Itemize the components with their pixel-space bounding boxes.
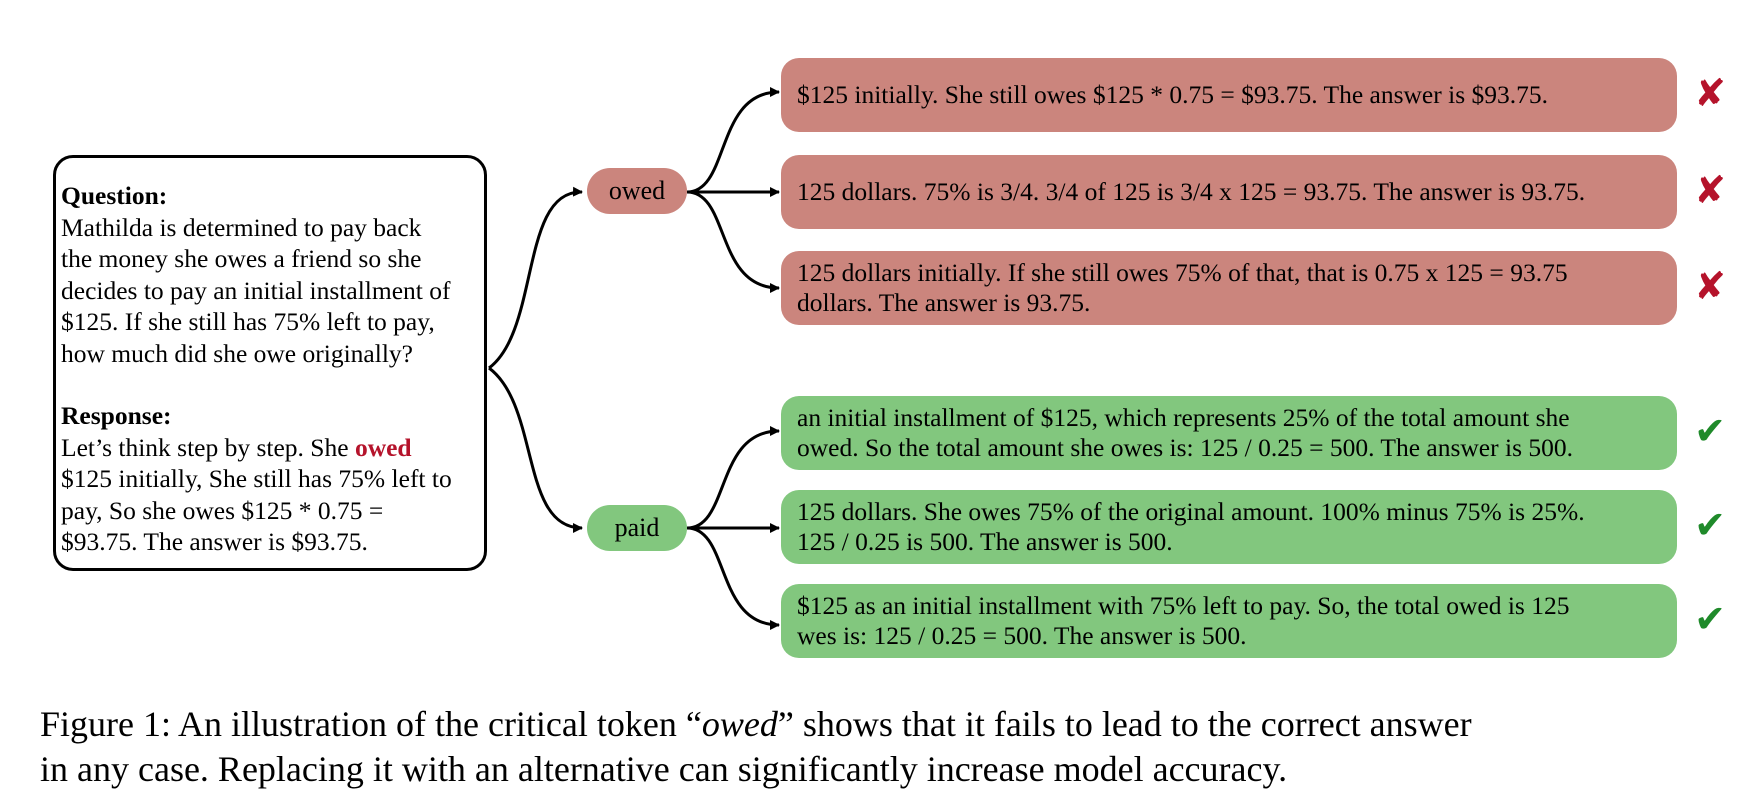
caption-line-2: in any case. Replacing it with an altern… xyxy=(40,749,1288,789)
branch-text: $125 initially. She still owes $125 * 0.… xyxy=(797,80,1549,109)
arrow-owed-to-branch-1 xyxy=(686,87,780,194)
branch-text-line: wes is: 125 / 0.25 = 500. The answer is … xyxy=(797,621,1247,650)
branch-owed-2: 125 dollars. 75% is 3/4. 3/4 of 125 is 3… xyxy=(781,155,1677,229)
caption-token: owed xyxy=(701,704,778,744)
token-node-paid: paid xyxy=(587,505,687,551)
branch-text-line: owed. So the total amount she owes is: 1… xyxy=(797,433,1573,462)
cross-mark-icon: ✘ xyxy=(1694,71,1726,115)
response-line: pay, So she owes $125 * 0.75 = xyxy=(61,495,384,525)
check-mark-icon: ✔ xyxy=(1694,503,1726,547)
arrow-question-to-paid xyxy=(488,366,583,533)
arrow-paid-to-branch-1 xyxy=(686,426,780,530)
branch-text-line: 125 dollars initially. If she still owes… xyxy=(797,258,1568,287)
cross-mark-icon: ✘ xyxy=(1694,264,1726,308)
check-mark-icon: ✔ xyxy=(1694,409,1726,453)
check-mark-icon: ✔ xyxy=(1694,597,1726,641)
branch-text-line: 125 / 0.25 is 500. The answer is 500. xyxy=(797,527,1173,556)
caption-suffix: ” shows that it fails to lead to the cor… xyxy=(777,704,1472,744)
token-node-owed: owed xyxy=(587,168,687,214)
response-heading: Response: xyxy=(61,401,172,430)
cross-mark-icon: ✘ xyxy=(1694,168,1726,212)
branch-paid-3: $125 as an initial installment with 75% … xyxy=(781,584,1677,658)
response-line: $125 initially, She still has 75% left t… xyxy=(61,464,452,493)
branch-text-line: $125 as an initial installment with 75% … xyxy=(797,591,1570,620)
branch-text-line: dollars. The answer is 93.75. xyxy=(797,288,1091,317)
branch-text-line: 125 dollars. She owes 75% of the origina… xyxy=(797,497,1585,526)
question-line: Mathilda is determined to pay back xyxy=(61,212,422,242)
arrow-owed-to-branch-3 xyxy=(686,190,780,293)
response-prefix: Let’s think step by step. She xyxy=(61,432,355,462)
response-line: Let’s think step by step. She owed xyxy=(61,432,484,464)
arrow-paid-to-branch-3 xyxy=(686,526,780,630)
question-line: how much did she owe originally? xyxy=(61,338,413,368)
branch-owed-1: $125 initially. She still owes $125 * 0.… xyxy=(781,58,1677,132)
branch-owed-3: 125 dollars initially. If she still owes… xyxy=(781,251,1677,325)
branch-paid-2: 125 dollars. She owes 75% of the origina… xyxy=(781,490,1677,564)
question-response-box: Question: Mathilda is determined to pay … xyxy=(53,155,487,571)
branch-paid-1: an initial installment of $125, which re… xyxy=(781,396,1677,470)
question-heading: Question: xyxy=(61,181,168,210)
figure-caption: Figure 1: An illustration of the critica… xyxy=(40,702,1740,792)
question-line: the money she owes a friend so she xyxy=(61,244,422,273)
caption-prefix: Figure 1: An illustration of the critica… xyxy=(40,704,702,744)
question-line: decides to pay an initial installment of xyxy=(61,275,451,305)
caption-line-1: Figure 1: An illustration of the critica… xyxy=(40,702,1740,747)
critical-token: owed xyxy=(354,432,412,462)
branch-text: 125 dollars. 75% is 3/4. 3/4 of 125 is 3… xyxy=(797,177,1586,206)
response-line: $93.75. The answer is $93.75. xyxy=(61,527,368,556)
question-line: $125. If she still has 75% left to pay, xyxy=(61,307,435,336)
branch-text-line: an initial installment of $125, which re… xyxy=(797,403,1570,432)
arrow-question-to-owed xyxy=(488,186,583,370)
